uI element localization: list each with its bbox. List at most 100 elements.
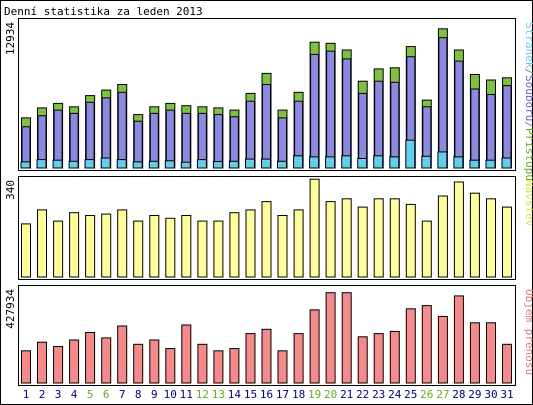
- bar-objem přenosu-day-5: [85, 332, 96, 384]
- y-max-label: 340: [4, 180, 17, 200]
- bar-návštěv-day-30: [486, 198, 496, 278]
- bar-objem přenosu-day-3: [53, 346, 64, 384]
- bar-stránek-day-9: [148, 160, 159, 169]
- bar-souborů-day-15: [246, 100, 255, 169]
- day-axis: 1 2 3 4 5 6 7 8 9 10 11 12 13 14 15 16 17 18 19 20 21 22 23 24 2…: [23, 388, 514, 401]
- bar-souborů-day-8: [133, 120, 143, 169]
- bar-návštěv-day-10: [165, 217, 176, 278]
- bar-návštěv-day-5: [85, 215, 96, 278]
- bar-souborů-day-29: [470, 88, 480, 169]
- bar-objem přenosu-day-10: [165, 348, 176, 384]
- y-max-label: 427934: [4, 289, 17, 329]
- panel-1: 12934 Stránek/Souborů/Přístupů: [4, 18, 533, 181]
- panels: 12934Stránek/Souborů/Přístupů340Návštěv4…: [4, 18, 533, 386]
- bar-návštěv-day-29: [469, 192, 480, 278]
- bar-objem přenosu-day-14: [229, 348, 240, 384]
- bar-stránek-day-2: [36, 159, 47, 169]
- day-label: 18: [292, 388, 305, 401]
- legend: Stránek/Souborů/Přístupů: [523, 22, 533, 181]
- bar-souborů-day-4: [69, 112, 79, 169]
- bar-návštěv-day-21: [341, 198, 352, 278]
- panel-2: 340 Návštěv: [4, 176, 533, 280]
- day-label: 15: [244, 388, 257, 401]
- bar-návštěv-day-20: [325, 201, 336, 278]
- bar-stránek-day-30: [485, 159, 496, 169]
- bar-stránek-day-7: [116, 159, 127, 169]
- bar-návštěv-day-11: [181, 215, 192, 278]
- bar-souborů-day-21: [342, 58, 352, 169]
- day-label: 1: [23, 388, 30, 401]
- bar-objem přenosu-day-12: [197, 343, 208, 384]
- bar-souborů-day-11: [181, 112, 191, 169]
- bar-stránek-day-25: [405, 139, 416, 169]
- bar-souborů-day-9: [149, 112, 159, 169]
- day-label: 28: [452, 388, 465, 401]
- bar-objem přenosu-day-28: [453, 295, 464, 384]
- day-label: 16: [260, 388, 273, 401]
- bar-souborů-day-28: [454, 60, 464, 169]
- day-label: 17: [276, 388, 289, 401]
- bar-objem přenosu-day-6: [101, 337, 112, 384]
- bar-souborů-day-31: [502, 85, 512, 169]
- day-label: 22: [356, 388, 369, 401]
- bar-souborů-day-3: [53, 109, 63, 169]
- bar-objem přenosu-day-8: [133, 343, 144, 384]
- bar-stránek-day-31: [501, 157, 512, 169]
- bar-souborů-day-13: [213, 114, 223, 169]
- bar-návštěv-day-2: [37, 209, 47, 278]
- day-label: 5: [87, 388, 94, 401]
- bar-objem přenosu-day-23: [373, 333, 384, 384]
- day-label: 24: [388, 388, 402, 401]
- bar-návštěv-day-18: [293, 209, 304, 278]
- bar-stránek-day-15: [245, 158, 255, 169]
- bar-stránek-day-20: [325, 156, 336, 169]
- bar-objem přenosu-day-2: [37, 341, 47, 384]
- bar-návštěv-day-9: [149, 215, 160, 278]
- day-label: 29: [468, 388, 481, 401]
- panel-frame: [18, 18, 516, 171]
- bar-objem přenosu-day-16: [261, 328, 272, 384]
- bar-objem přenosu-day-15: [245, 333, 256, 384]
- bar-stránek-day-4: [68, 160, 79, 169]
- bar-návštěv-day-23: [373, 198, 384, 278]
- bar-souborů-day-22: [358, 92, 368, 169]
- panel-frame: [18, 285, 516, 386]
- bar-objem přenosu-day-24: [389, 330, 400, 384]
- chart-title: Denní statistika za leden 2013: [4, 5, 203, 18]
- bar-objem přenosu-day-4: [69, 339, 80, 384]
- bar-stránek-day-3: [52, 159, 63, 169]
- bar-souborů-day-16: [262, 84, 271, 169]
- bar-návštěv-day-22: [357, 206, 368, 278]
- bar-stránek-day-13: [212, 161, 223, 169]
- bar-objem přenosu-day-26: [421, 305, 432, 384]
- panel-3: 427934 Objem přenosu: [4, 285, 533, 386]
- day-label: 9: [151, 388, 158, 401]
- day-label: 26: [420, 388, 433, 401]
- bar-návštěv-day-3: [53, 220, 64, 278]
- bar-souborů-day-5: [85, 101, 95, 169]
- bar-objem přenosu-day-17: [277, 350, 288, 384]
- bar-stránek-day-8: [132, 161, 143, 169]
- bar-objem přenosu-day-9: [149, 339, 160, 384]
- legend-entry: Souborů: [523, 75, 533, 121]
- day-label: 27: [436, 388, 449, 401]
- bar-objem přenosu-day-19: [309, 309, 320, 384]
- bar-návštěv-day-16: [261, 201, 272, 278]
- day-label: 23: [372, 388, 385, 401]
- day-label: 4: [71, 388, 78, 401]
- bar-objem přenosu-day-21: [341, 292, 352, 384]
- day-label: 21: [340, 388, 353, 401]
- bar-stránek-day-10: [164, 160, 175, 169]
- bar-objem přenosu-day-11: [181, 324, 192, 384]
- bar-souborů-day-7: [117, 91, 127, 169]
- bar-objem přenosu-day-20: [325, 292, 336, 384]
- bar-objem přenosu-day-1: [21, 350, 31, 384]
- y-max-label: 12934: [4, 22, 17, 55]
- legend-entry: Přístupů: [523, 128, 533, 181]
- day-label: 7: [119, 388, 126, 401]
- bar-návštěv-day-6: [101, 213, 112, 278]
- bar-návštěv-day-26: [421, 220, 432, 278]
- bar-stránek-day-19: [309, 156, 320, 169]
- bar-návštěv-day-15: [245, 209, 256, 278]
